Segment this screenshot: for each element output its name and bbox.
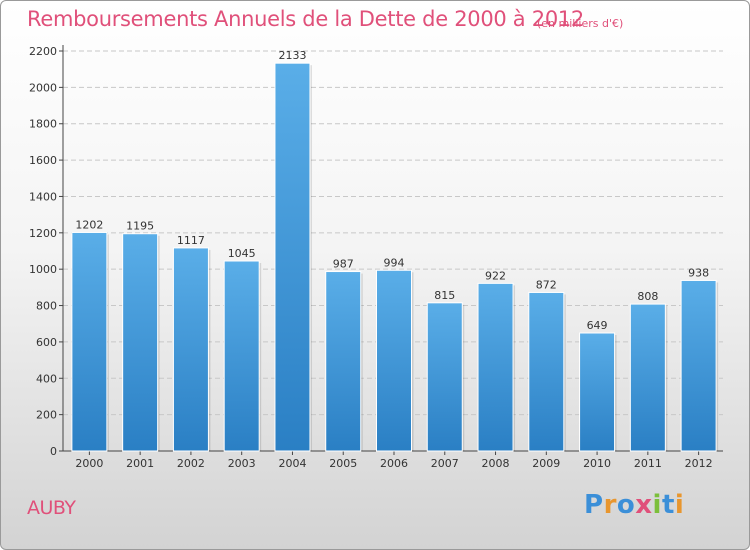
bar [528, 291, 565, 452]
y-tick-label: 600 [36, 336, 57, 349]
y-tick-label: 1400 [29, 190, 57, 203]
data-labels: 1202 1195 1117 1045 2133 987 994 815 922 872 649 80… [75, 49, 709, 332]
y-tick-label: 1600 [29, 154, 57, 167]
y-tick-label: 2000 [29, 81, 57, 94]
chart-title: Remboursements Annuels de la Dette de 20… [27, 7, 584, 31]
data-label: 987 [333, 258, 354, 271]
y-tick-label: 1200 [29, 227, 57, 240]
x-tick-label: 2010 [583, 457, 611, 470]
bar [579, 332, 616, 452]
data-label: 1195 [126, 220, 154, 233]
y-tick-label: 400 [36, 372, 57, 385]
logo-letter: i [652, 490, 662, 520]
y-tick-label: 200 [36, 409, 57, 422]
data-label: 922 [485, 269, 506, 282]
data-label: 1045 [228, 247, 256, 260]
bar [274, 62, 311, 452]
logo-letter: r [603, 490, 617, 520]
y-tick-label: 800 [36, 300, 57, 313]
bar [477, 282, 514, 452]
data-label: 1117 [177, 234, 205, 247]
x-tick-label: 2001 [126, 457, 154, 470]
bar [172, 247, 209, 452]
bar [680, 279, 717, 452]
x-tick-label: 2007 [431, 457, 459, 470]
x-tick-label: 2011 [634, 457, 662, 470]
x-tick-label: 2006 [380, 457, 408, 470]
bar [122, 233, 159, 452]
logo-letter: x [635, 490, 653, 520]
y-tick-label: 0 [50, 445, 57, 458]
x-tick-label: 2000 [75, 457, 103, 470]
bar [376, 269, 412, 452]
logo-letter: o [616, 490, 636, 520]
bars [71, 62, 719, 452]
bar [426, 302, 463, 452]
bar [223, 260, 260, 452]
y-tick-label: 1800 [29, 118, 57, 131]
bar [71, 231, 108, 452]
data-label: 938 [688, 266, 709, 279]
x-tick-label: 2003 [228, 457, 256, 470]
logo-letter: t [661, 490, 675, 520]
x-tick-label: 2008 [482, 457, 510, 470]
unit-note: (en milliers d'€) [537, 17, 624, 30]
commune-name: AUBY [27, 497, 76, 519]
y-tick-label: 2200 [29, 45, 57, 58]
data-label: 872 [536, 278, 557, 291]
logo-letter: i [674, 490, 685, 520]
bar [325, 271, 362, 452]
x-tick-label: 2005 [329, 457, 357, 470]
x-tick-label: 2002 [177, 457, 205, 470]
x-tick-label: 2004 [278, 457, 306, 470]
data-label: 815 [434, 289, 455, 302]
logo-letter: P [584, 490, 604, 520]
data-label: 1202 [75, 218, 103, 231]
proxiti-logo: Proxiti [584, 490, 684, 520]
data-label: 2133 [278, 49, 306, 62]
x-tick-label: 2012 [685, 457, 713, 470]
y-tick-label: 1000 [29, 263, 57, 276]
data-label: 994 [384, 256, 405, 269]
x-tick-label: 2009 [532, 457, 560, 470]
data-label: 649 [587, 319, 608, 332]
data-label: 808 [637, 290, 658, 303]
bar [629, 303, 666, 452]
